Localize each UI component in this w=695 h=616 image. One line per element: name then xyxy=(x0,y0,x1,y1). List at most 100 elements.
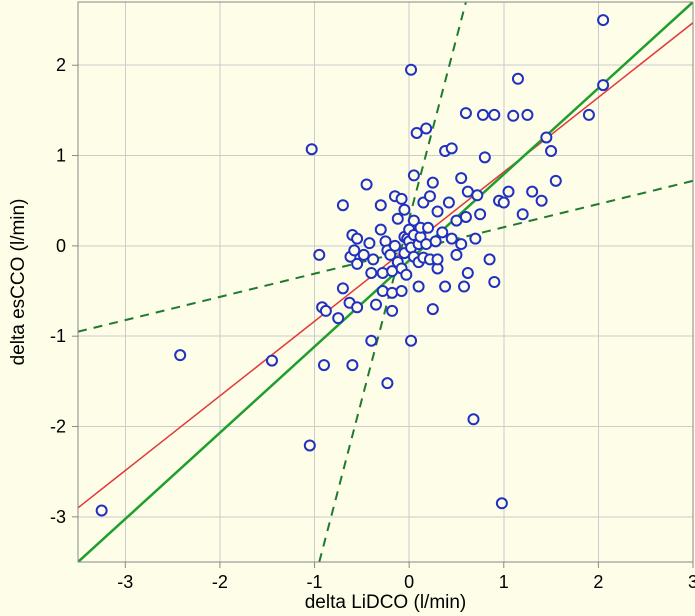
data-point xyxy=(366,268,376,278)
chart-svg: -3-2-10123-3-2-1012delta LiDCO (l/min)de… xyxy=(0,0,695,616)
data-point xyxy=(437,227,447,237)
data-point xyxy=(338,283,348,293)
data-point xyxy=(468,414,478,424)
data-point xyxy=(504,187,514,197)
data-point xyxy=(444,198,454,208)
data-point xyxy=(349,245,359,255)
data-point xyxy=(522,110,532,120)
data-point xyxy=(406,336,416,346)
data-point xyxy=(431,236,441,246)
data-point xyxy=(546,146,556,156)
data-point xyxy=(421,123,431,133)
x-tick-label: -2 xyxy=(212,572,228,592)
data-point xyxy=(598,15,608,25)
data-point xyxy=(428,178,438,188)
data-point xyxy=(470,234,480,244)
data-point xyxy=(489,277,499,287)
y-tick-label: -2 xyxy=(50,417,66,437)
y-axis-label: delta esCCO (l/min) xyxy=(8,199,29,366)
scatter-chart: -3-2-10123-3-2-1012delta LiDCO (l/min)de… xyxy=(0,0,695,616)
data-point xyxy=(456,239,466,249)
data-point xyxy=(541,132,551,142)
data-point xyxy=(397,286,407,296)
data-point xyxy=(319,360,329,370)
data-point xyxy=(472,190,482,200)
data-point xyxy=(513,74,523,84)
data-point xyxy=(314,250,324,260)
data-point xyxy=(456,173,466,183)
data-point xyxy=(378,268,388,278)
data-point xyxy=(378,286,388,296)
data-point xyxy=(175,350,185,360)
data-point xyxy=(393,214,403,224)
data-point xyxy=(387,288,397,298)
data-point xyxy=(440,282,450,292)
x-tick-label: 2 xyxy=(593,572,603,592)
x-tick-label: 3 xyxy=(688,572,695,592)
data-point xyxy=(267,356,277,366)
data-point xyxy=(598,80,608,90)
x-tick-label: 1 xyxy=(499,572,509,592)
y-tick-label: -1 xyxy=(50,326,66,346)
data-point xyxy=(433,207,443,217)
data-point xyxy=(584,110,594,120)
data-point xyxy=(485,254,495,264)
x-tick-label: -3 xyxy=(117,572,133,592)
data-point xyxy=(97,506,107,516)
data-point xyxy=(423,223,433,233)
data-point xyxy=(414,282,424,292)
data-point xyxy=(499,198,509,208)
data-point xyxy=(518,209,528,219)
x-tick-label: 0 xyxy=(404,572,414,592)
data-point xyxy=(352,259,362,269)
data-point xyxy=(425,191,435,201)
data-point xyxy=(362,179,372,189)
data-point xyxy=(551,176,561,186)
data-point xyxy=(459,282,469,292)
data-point xyxy=(406,65,416,75)
data-point xyxy=(399,205,409,215)
data-point xyxy=(352,234,362,244)
y-tick-label: 0 xyxy=(56,236,66,256)
data-point xyxy=(463,268,473,278)
data-point xyxy=(333,313,343,323)
data-point xyxy=(497,498,507,508)
data-point xyxy=(480,152,490,162)
data-point xyxy=(305,440,315,450)
data-point xyxy=(409,170,419,180)
data-point xyxy=(447,143,457,153)
data-point xyxy=(475,209,485,219)
data-point xyxy=(508,111,518,121)
data-point xyxy=(371,300,381,310)
data-point xyxy=(489,110,499,120)
x-tick-label: -1 xyxy=(307,572,323,592)
data-point xyxy=(461,108,471,118)
data-point xyxy=(397,194,407,204)
data-point xyxy=(461,212,471,222)
y-tick-label: 1 xyxy=(56,146,66,166)
data-point xyxy=(421,239,431,249)
data-point xyxy=(428,304,438,314)
data-point xyxy=(368,254,378,264)
data-point xyxy=(338,200,348,210)
data-point xyxy=(321,306,331,316)
data-point xyxy=(376,200,386,210)
data-point xyxy=(478,110,488,120)
data-point xyxy=(359,250,369,260)
data-point xyxy=(366,336,376,346)
y-tick-label: 2 xyxy=(56,55,66,75)
data-point xyxy=(401,270,411,280)
data-point xyxy=(382,378,392,388)
data-point xyxy=(376,225,386,235)
y-tick-label: -3 xyxy=(50,507,66,527)
data-point xyxy=(412,128,422,138)
data-point xyxy=(390,241,400,251)
data-point xyxy=(387,306,397,316)
data-point xyxy=(527,187,537,197)
data-point xyxy=(537,196,547,206)
data-point xyxy=(451,250,461,260)
data-point xyxy=(307,144,317,154)
data-point xyxy=(347,360,357,370)
data-point xyxy=(364,238,374,248)
data-point xyxy=(447,234,457,244)
